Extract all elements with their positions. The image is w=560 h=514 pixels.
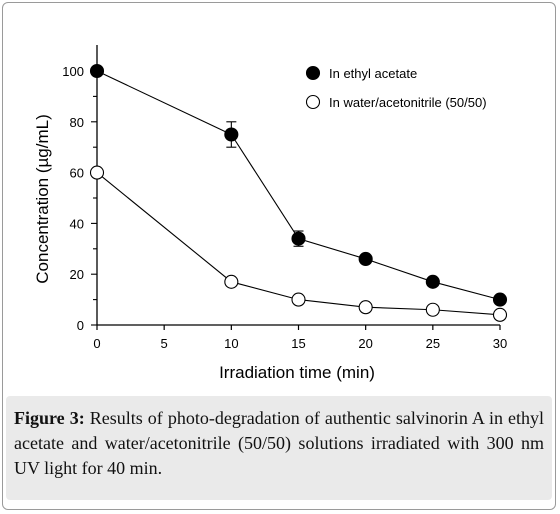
y-tick-label: 40 [70, 216, 84, 231]
y-tick-label: 60 [70, 166, 84, 181]
data-point-filled [291, 231, 306, 246]
data-point-open [358, 300, 373, 315]
data-point-open [291, 292, 306, 307]
legend-marker [305, 94, 321, 110]
caption-text: Results of photo-degradation of authenti… [14, 408, 545, 478]
legend-label: In water/acetonitrile (50/50) [329, 95, 487, 110]
x-tick-label: 30 [493, 336, 507, 351]
data-point-filled [224, 127, 239, 142]
data-point-filled [425, 274, 440, 289]
caption-label: Figure 3: [14, 408, 85, 428]
y-tick-label: 80 [70, 115, 84, 130]
x-tick-label: 10 [224, 336, 238, 351]
data-point-open [89, 165, 105, 180]
chart-axes: 0 5 10 15 20 25 30 0 20 40 60 80 100 [62, 45, 507, 351]
chart-series [89, 63, 508, 322]
data-point-open [492, 307, 508, 322]
y-tick-label: 100 [62, 64, 84, 79]
legend-marker [305, 65, 321, 81]
x-tick-label: 0 [93, 336, 100, 351]
series-line [96, 70, 501, 301]
figure-caption: Figure 3: Results of photo-degradation o… [6, 396, 552, 500]
x-tick-label: 25 [426, 336, 440, 351]
data-point-filled [492, 292, 508, 307]
x-tick-label: 5 [161, 336, 168, 351]
chart-legend: In ethyl acetate In water/acetonitrile (5… [305, 65, 487, 110]
y-axis-label: Concentration (µg/mL) [33, 114, 52, 283]
data-point-filled [358, 251, 373, 267]
x-tick-label: 20 [358, 336, 372, 351]
legend-label: In ethyl acetate [329, 66, 417, 81]
chart: 0 5 10 15 20 25 30 0 20 40 60 80 100 In ethyl acetat… [33, 45, 508, 382]
y-tick-label: 0 [77, 318, 84, 333]
y-tick-label: 20 [70, 267, 84, 282]
data-point-open [224, 274, 239, 289]
data-point-open [425, 302, 440, 317]
x-tick-label: 15 [291, 336, 305, 351]
data-point-filled [89, 63, 105, 79]
series-line [96, 172, 501, 316]
x-axis-label: Irradiation time (min) [219, 363, 375, 382]
